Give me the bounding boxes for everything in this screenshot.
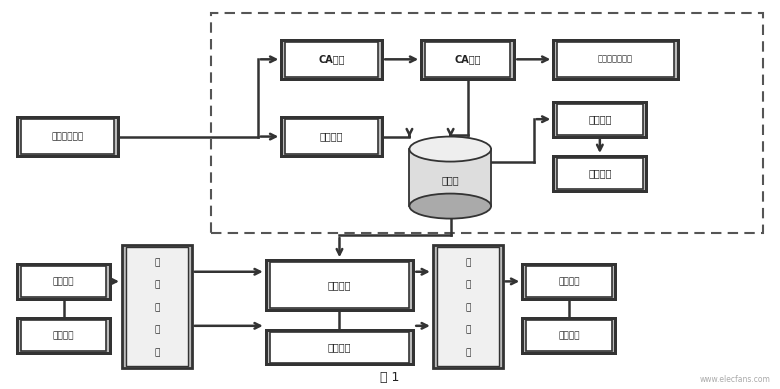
FancyBboxPatch shape — [425, 42, 510, 77]
Text: www.elecfans.com: www.elecfans.com — [700, 375, 771, 384]
FancyBboxPatch shape — [557, 104, 643, 135]
Text: 身份认证: 身份认证 — [320, 131, 343, 142]
FancyBboxPatch shape — [21, 119, 114, 154]
Text: 服: 服 — [154, 303, 160, 312]
Text: 商: 商 — [154, 348, 160, 357]
FancyBboxPatch shape — [553, 40, 678, 79]
FancyBboxPatch shape — [285, 42, 378, 77]
Text: 服务系统: 服务系统 — [558, 331, 580, 340]
FancyBboxPatch shape — [421, 40, 514, 79]
Text: 信: 信 — [465, 258, 470, 267]
Text: 服务代理: 服务代理 — [53, 277, 74, 286]
FancyBboxPatch shape — [557, 42, 674, 77]
FancyBboxPatch shape — [553, 102, 647, 137]
FancyBboxPatch shape — [270, 262, 410, 308]
FancyBboxPatch shape — [21, 320, 106, 351]
FancyBboxPatch shape — [526, 320, 612, 351]
Text: 远程证书系统: 远程证书系统 — [51, 132, 83, 141]
Text: 息: 息 — [154, 280, 160, 290]
FancyBboxPatch shape — [266, 260, 413, 310]
FancyBboxPatch shape — [557, 158, 643, 189]
Text: 务: 务 — [465, 326, 470, 335]
FancyBboxPatch shape — [17, 264, 110, 299]
Text: 支付平台: 支付平台 — [328, 342, 351, 352]
Text: 信: 信 — [154, 258, 160, 267]
FancyBboxPatch shape — [281, 40, 382, 79]
FancyBboxPatch shape — [17, 117, 118, 156]
FancyBboxPatch shape — [122, 245, 192, 368]
FancyBboxPatch shape — [270, 331, 410, 363]
Text: 证书分发控制台: 证书分发控制台 — [598, 55, 633, 64]
FancyBboxPatch shape — [522, 318, 615, 353]
Text: 证书分发: 证书分发 — [588, 114, 612, 124]
Text: 商: 商 — [465, 348, 470, 357]
Text: 服: 服 — [465, 303, 470, 312]
Text: 息: 息 — [465, 280, 470, 290]
Ellipse shape — [410, 137, 491, 161]
FancyBboxPatch shape — [285, 119, 378, 154]
Text: 信息中心: 信息中心 — [328, 280, 351, 290]
Text: 证书库: 证书库 — [441, 175, 459, 186]
FancyBboxPatch shape — [522, 264, 615, 299]
Text: 金融系统: 金融系统 — [53, 331, 74, 340]
Text: 分发代理: 分发代理 — [588, 168, 612, 178]
Text: CA中心: CA中心 — [318, 54, 345, 64]
Text: 图 1: 图 1 — [381, 371, 399, 384]
Text: 务: 务 — [154, 326, 160, 335]
Text: CA代理: CA代理 — [455, 54, 481, 64]
FancyBboxPatch shape — [266, 330, 413, 364]
FancyBboxPatch shape — [553, 156, 647, 191]
FancyBboxPatch shape — [437, 247, 499, 366]
Text: 服务代理: 服务代理 — [558, 277, 580, 286]
FancyBboxPatch shape — [526, 266, 612, 297]
FancyBboxPatch shape — [21, 266, 106, 297]
FancyBboxPatch shape — [281, 117, 382, 156]
FancyBboxPatch shape — [433, 245, 502, 368]
Ellipse shape — [410, 194, 491, 219]
Bar — [410, 149, 491, 206]
FancyBboxPatch shape — [17, 318, 110, 353]
FancyBboxPatch shape — [126, 247, 188, 366]
